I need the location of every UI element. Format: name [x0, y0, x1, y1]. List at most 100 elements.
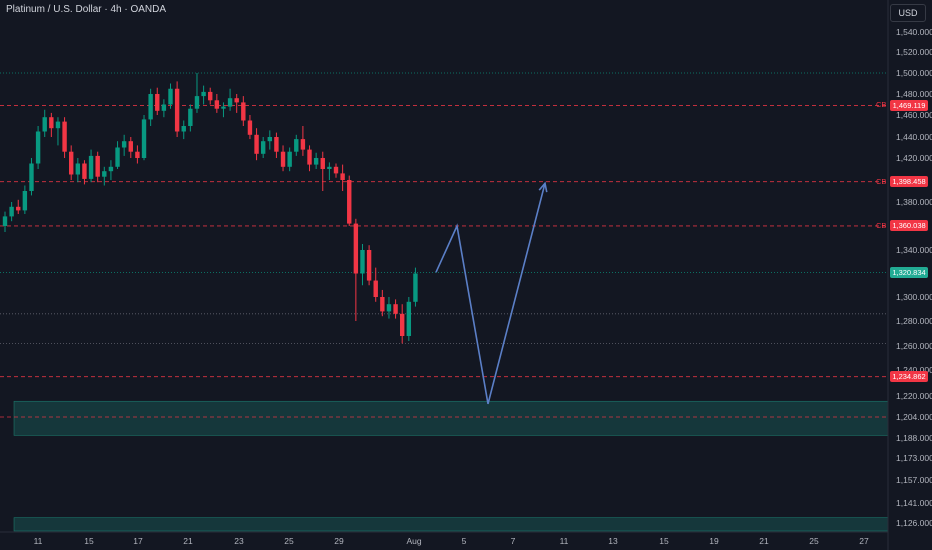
candle-body[interactable] [353, 223, 359, 274]
time-tick-label: 11 [559, 536, 569, 546]
projection-arrowhead [538, 181, 548, 193]
candle-body[interactable] [287, 151, 292, 167]
candle-body[interactable] [121, 141, 127, 148]
candle-body[interactable] [148, 94, 153, 120]
candle-body[interactable] [333, 166, 339, 174]
candle-body[interactable] [22, 191, 28, 211]
price-tick-label: 1,220.000 [896, 391, 932, 401]
candle-body[interactable] [108, 166, 114, 172]
candle-body[interactable] [35, 131, 41, 164]
demand-zone[interactable] [13, 517, 889, 532]
candle-body[interactable] [69, 151, 74, 175]
price-tick-label: 1,460.000 [896, 110, 932, 120]
candle-body[interactable] [49, 117, 54, 129]
price-tick-label: 1,126.000 [896, 518, 932, 528]
candle-body[interactable] [135, 151, 140, 158]
candle-body[interactable] [327, 166, 332, 169]
chart-title: Platinum / U.S. Dollar · 4h · OANDA [6, 4, 167, 15]
candle-body[interactable] [141, 119, 147, 158]
candle-body[interactable] [366, 250, 372, 281]
time-tick-label: 15 [84, 536, 94, 546]
price-tick-label: 1,260.000 [896, 341, 932, 351]
candle-body[interactable] [260, 141, 266, 154]
candle-body[interactable] [188, 108, 193, 126]
candle-body[interactable] [9, 206, 14, 217]
candle-body[interactable] [340, 173, 345, 180]
time-tick-label: 17 [133, 536, 143, 546]
candle-body[interactable] [214, 100, 220, 109]
candle-body[interactable] [307, 149, 312, 165]
candle-body[interactable] [386, 304, 392, 312]
candle-body[interactable] [2, 216, 8, 226]
price-tick-label: 1,204.000 [896, 412, 932, 422]
price-tick-label: 1,480.000 [896, 89, 932, 99]
candle-body[interactable] [201, 91, 206, 97]
candle-body[interactable] [247, 120, 253, 135]
time-tick-label: 21 [759, 536, 769, 546]
candle-body[interactable] [55, 121, 61, 129]
demand-zone[interactable] [13, 400, 889, 436]
time-tick-label: 11 [33, 536, 43, 546]
time-tick-label: 21 [183, 536, 193, 546]
price-tick-label: 1,500.000 [896, 68, 932, 78]
horizontal-levels [0, 72, 888, 418]
candle-body[interactable] [313, 158, 319, 165]
candle-body[interactable] [360, 250, 365, 274]
candle-body[interactable] [82, 163, 87, 179]
candle-body[interactable] [234, 98, 239, 103]
price-tick-label: 1,420.000 [896, 153, 932, 163]
candle-body[interactable] [102, 171, 107, 177]
candle-body[interactable] [174, 88, 180, 132]
candle-body[interactable] [413, 273, 418, 302]
price-tick-label: 1,440.000 [896, 132, 932, 142]
projection-line[interactable] [435, 183, 546, 405]
cb-marker: CB [876, 220, 887, 230]
candle-body[interactable] [320, 158, 325, 169]
candle-body[interactable] [29, 163, 34, 192]
candle-body[interactable] [75, 163, 81, 175]
price-tick-label: 1,380.000 [896, 197, 932, 207]
price-tag: 1,469.119 [890, 99, 928, 111]
candle-body[interactable] [194, 96, 200, 109]
candle-body[interactable] [62, 121, 67, 152]
price-tick-label: 1,540.000 [896, 27, 932, 37]
candle-body[interactable] [280, 151, 286, 167]
candle-body[interactable] [161, 104, 167, 111]
price-tick-label: 1,300.000 [896, 292, 932, 302]
time-tick-label: 23 [234, 536, 244, 546]
candle-body[interactable] [181, 126, 186, 132]
candle-body[interactable] [16, 206, 21, 211]
time-tick-label: 15 [659, 536, 669, 546]
candle-body[interactable] [42, 117, 47, 132]
price-tick-label: 1,280.000 [896, 316, 932, 326]
price-tick-label: 1,141.000 [896, 498, 932, 508]
candle-body[interactable] [347, 180, 352, 224]
candle-body[interactable] [221, 106, 226, 109]
candle-body[interactable] [267, 137, 272, 142]
candle-body[interactable] [208, 91, 213, 101]
candle-body[interactable] [241, 102, 246, 121]
price-tag: 1,398.458 [890, 176, 928, 188]
candle-body[interactable] [274, 137, 279, 152]
candle-body[interactable] [95, 155, 100, 177]
candle-body[interactable] [155, 94, 160, 111]
candle-body[interactable] [128, 141, 133, 152]
candle-body[interactable] [294, 139, 299, 152]
time-tick-label: 27 [859, 536, 869, 546]
time-tick-label: 5 [461, 536, 467, 546]
candle-body[interactable] [400, 313, 405, 336]
currency-button[interactable]: USD [890, 4, 926, 22]
candle-body[interactable] [300, 139, 306, 150]
price-tag: 1,360.038 [890, 220, 928, 232]
candle-body[interactable] [393, 304, 398, 314]
candle-body[interactable] [373, 280, 378, 297]
candle-body[interactable] [88, 155, 94, 179]
candle-body[interactable] [227, 98, 233, 107]
candle-body[interactable] [254, 134, 259, 154]
candle-body[interactable] [406, 301, 412, 336]
price-tag: 1,234.862 [890, 371, 928, 383]
candle-body[interactable] [168, 88, 173, 105]
candle-body[interactable] [380, 297, 385, 312]
candle-body[interactable] [115, 147, 120, 167]
